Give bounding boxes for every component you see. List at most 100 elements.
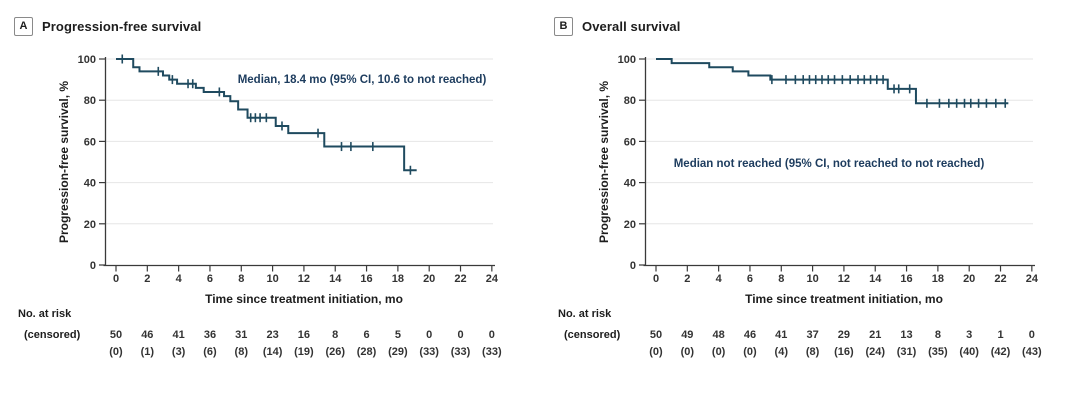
- risk-censored-value: (0): [681, 346, 695, 358]
- risk-at-risk-value: 37: [806, 329, 818, 341]
- y-axis-title: Progression-free survival, %: [57, 81, 71, 243]
- risk-at-risk-value: 0: [457, 329, 463, 341]
- risk-censored-value: (26): [325, 346, 345, 358]
- risk-at-risk-value: 0: [426, 329, 432, 341]
- risk-at-risk-value: 1: [997, 329, 1003, 341]
- x-tick-label: 20: [963, 273, 975, 285]
- risk-at-risk-value: 49: [681, 329, 693, 341]
- x-tick-label: 16: [900, 273, 912, 285]
- risk-censored-value: (40): [959, 346, 979, 358]
- risk-censored-value: (6): [203, 346, 217, 358]
- risk-at-risk-value: 0: [489, 329, 495, 341]
- risk-censored-value: (24): [865, 346, 885, 358]
- risk-censored-value: (42): [991, 346, 1011, 358]
- risk-censored-value: (33): [419, 346, 439, 358]
- y-tick-label: 20: [84, 219, 96, 231]
- risk-censored-value: (4): [775, 346, 789, 358]
- risk-table-label-censored: (censored): [24, 329, 81, 341]
- x-tick-label: 22: [994, 273, 1006, 285]
- x-tick-label: 18: [932, 273, 944, 285]
- risk-censored-value: (29): [388, 346, 408, 358]
- risk-at-risk-value: 48: [713, 329, 725, 341]
- y-tick-label: 60: [624, 136, 636, 148]
- risk-at-risk-value: 5: [395, 329, 401, 341]
- risk-at-risk-value: 50: [650, 329, 662, 341]
- y-tick-label: 100: [78, 54, 96, 66]
- x-axis-title: Time since treatment initiation, mo: [745, 292, 943, 306]
- y-tick-label: 20: [624, 219, 636, 231]
- y-axis-title: Progression-free survival, %: [597, 81, 611, 243]
- x-tick-label: 4: [176, 273, 183, 285]
- y-tick-label: 0: [90, 260, 96, 272]
- median-annotation: Median not reached (95% CI, not reached …: [674, 158, 985, 170]
- risk-at-risk-value: 29: [838, 329, 850, 341]
- x-tick-label: 0: [653, 273, 659, 285]
- risk-censored-value: (0): [109, 346, 123, 358]
- x-tick-label: 18: [392, 273, 404, 285]
- x-axis-title: Time since treatment initiation, mo: [205, 292, 403, 306]
- risk-at-risk-value: 46: [141, 329, 153, 341]
- x-tick-label: 10: [266, 273, 278, 285]
- x-tick-label: 14: [869, 273, 882, 285]
- risk-at-risk-value: 46: [744, 329, 756, 341]
- risk-at-risk-value: 31: [235, 329, 247, 341]
- risk-at-risk-value: 16: [298, 329, 310, 341]
- x-tick-label: 6: [207, 273, 213, 285]
- risk-censored-value: (3): [172, 346, 186, 358]
- x-tick-label: 22: [454, 273, 466, 285]
- risk-censored-value: (19): [294, 346, 314, 358]
- risk-censored-value: (0): [649, 346, 663, 358]
- y-tick-label: 80: [84, 95, 96, 107]
- risk-at-risk-value: 41: [173, 329, 185, 341]
- risk-at-risk-value: 0: [1029, 329, 1035, 341]
- y-tick-label: 100: [618, 54, 636, 66]
- x-tick-label: 2: [144, 273, 150, 285]
- km-curve: [656, 58, 1009, 105]
- risk-at-risk-value: 3: [966, 329, 972, 341]
- y-tick-label: 40: [624, 178, 636, 190]
- risk-at-risk-value: 8: [935, 329, 941, 341]
- x-tick-label: 14: [329, 273, 342, 285]
- risk-at-risk-value: 6: [363, 329, 369, 341]
- risk-at-risk-value: 13: [900, 329, 912, 341]
- y-tick-label: 80: [624, 95, 636, 107]
- risk-at-risk-value: 8: [332, 329, 338, 341]
- panel-a-header: A Progression-free survival: [14, 17, 201, 36]
- x-tick-label: 10: [806, 273, 818, 285]
- risk-censored-value: (28): [357, 346, 377, 358]
- y-tick-label: 40: [84, 178, 96, 190]
- risk-censored-value: (14): [263, 346, 283, 358]
- risk-censored-value: (1): [141, 346, 155, 358]
- risk-at-risk-value: 36: [204, 329, 216, 341]
- x-tick-label: 24: [1026, 273, 1039, 285]
- risk-table-label-at-risk: No. at risk: [558, 308, 612, 320]
- risk-censored-value: (0): [712, 346, 726, 358]
- risk-censored-value: (33): [451, 346, 471, 358]
- x-tick-label: 0: [113, 273, 119, 285]
- x-tick-label: 24: [486, 273, 499, 285]
- risk-at-risk-value: 41: [775, 329, 787, 341]
- x-tick-label: 12: [838, 273, 850, 285]
- risk-censored-value: (35): [928, 346, 948, 358]
- x-tick-label: 8: [238, 273, 244, 285]
- km-curve: [116, 58, 417, 172]
- y-tick-label: 0: [630, 260, 636, 272]
- risk-censored-value: (0): [743, 346, 757, 358]
- x-tick-label: 20: [423, 273, 435, 285]
- risk-censored-value: (16): [834, 346, 854, 358]
- panel-overall-survival: B Overall survival 0 20 40 60 80 100 0 2 4 6 8 10 12…: [540, 0, 1080, 400]
- risk-table-label-censored: (censored): [564, 329, 621, 341]
- x-tick-label: 2: [684, 273, 690, 285]
- risk-at-risk-value: 21: [869, 329, 881, 341]
- x-tick-label: 12: [298, 273, 310, 285]
- risk-censored-value: (33): [482, 346, 502, 358]
- median-annotation: Median, 18.4 mo (95% CI, 10.6 to not rea…: [238, 74, 487, 86]
- x-tick-label: 6: [747, 273, 753, 285]
- panel-b-letter-badge: B: [554, 17, 573, 36]
- risk-table-label-at-risk: No. at risk: [18, 308, 72, 320]
- panel-progression-free-survival: A Progression-free survival 0 20 40 60 80 100…: [14, 17, 502, 358]
- panel-a-letter-badge: A: [14, 17, 33, 36]
- panel-a-title: Progression-free survival: [42, 19, 202, 34]
